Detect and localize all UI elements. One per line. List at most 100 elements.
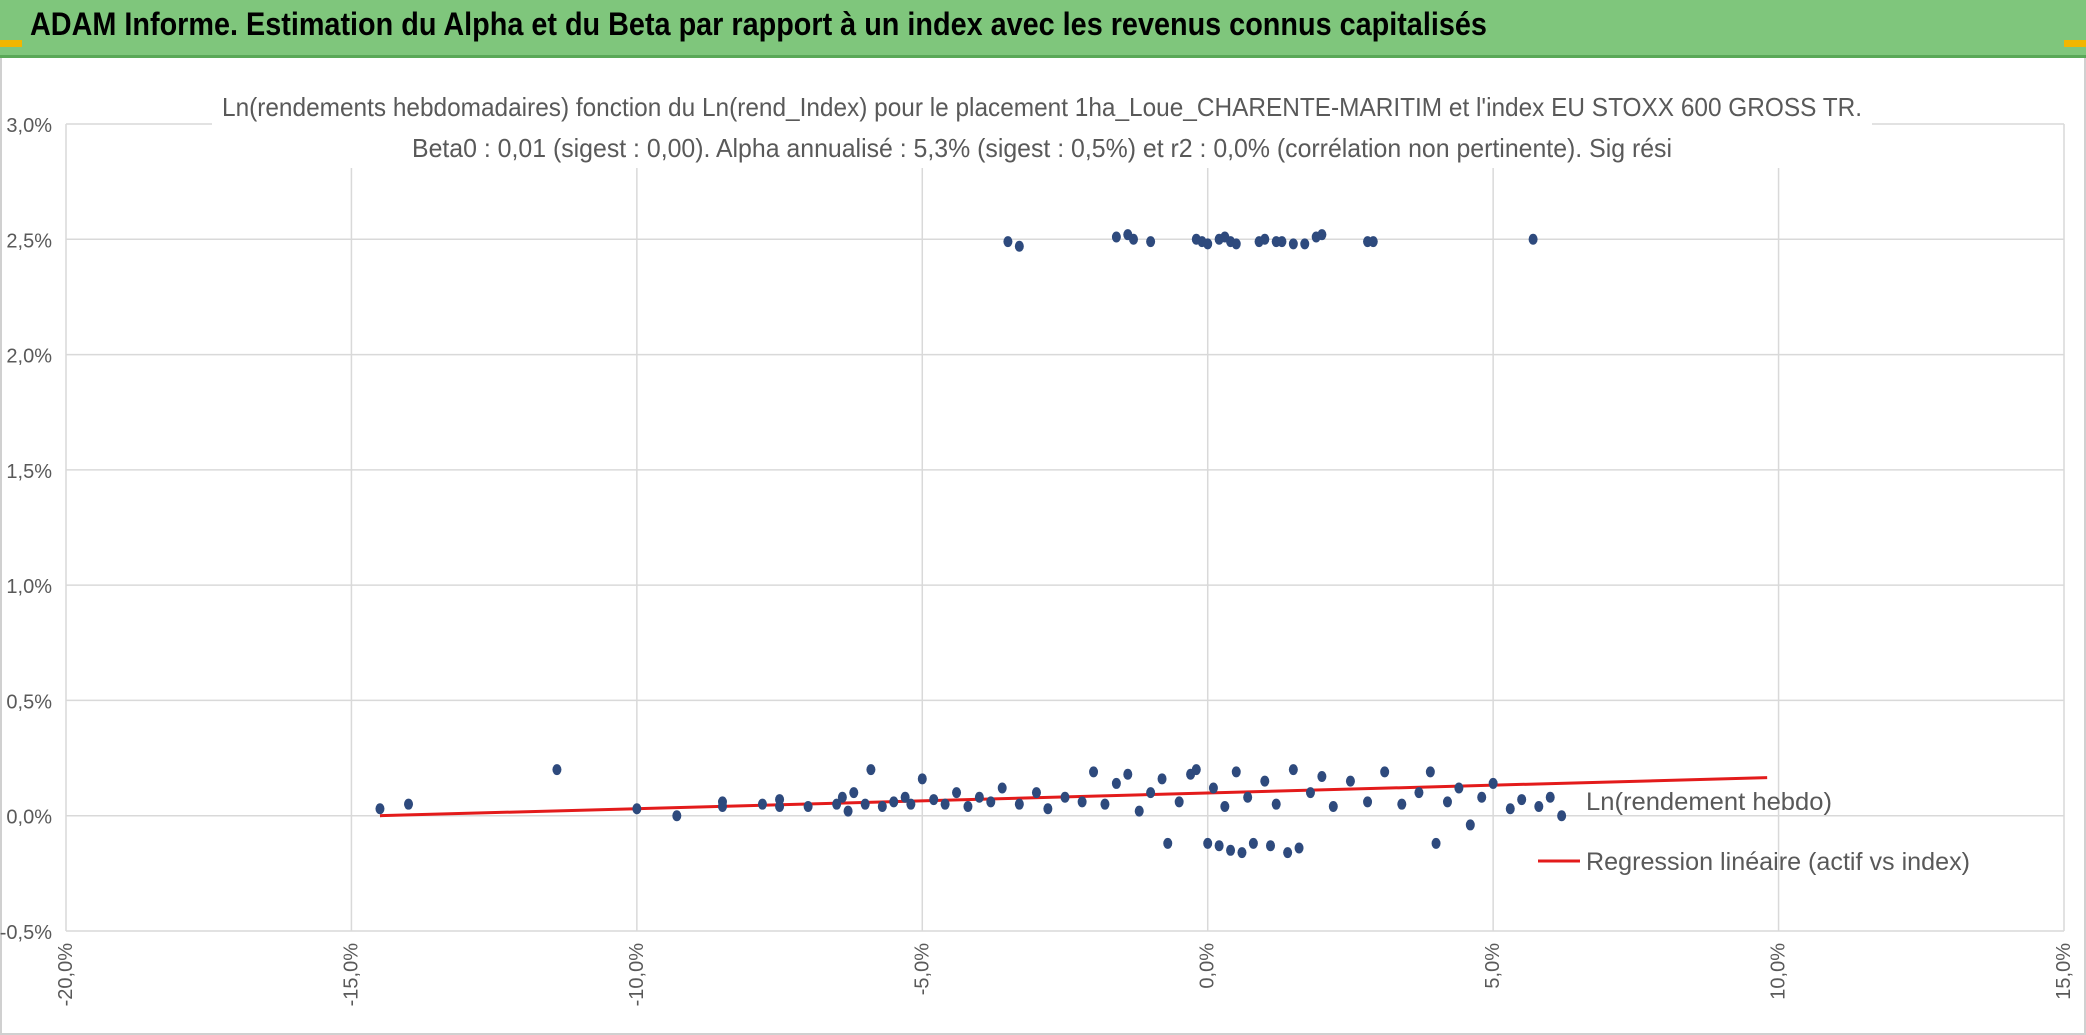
y-tick-label: 2,5% — [6, 230, 52, 252]
data-point — [1260, 233, 1270, 245]
data-point — [1157, 773, 1167, 785]
data-point — [1123, 768, 1133, 780]
data-point — [963, 800, 973, 812]
data-point — [843, 805, 853, 817]
data-point — [1431, 837, 1441, 849]
data-point — [1231, 238, 1241, 250]
data-point — [1243, 791, 1253, 803]
data-point — [717, 800, 727, 812]
x-tick-label: 10,0% — [1768, 943, 1790, 1000]
data-point — [757, 798, 767, 810]
data-point — [1266, 840, 1276, 852]
data-point — [1226, 844, 1236, 856]
x-tick-label: -20,0% — [55, 943, 77, 1007]
data-point — [974, 791, 984, 803]
data-point — [1345, 775, 1355, 787]
data-point — [997, 782, 1007, 794]
data-point — [1031, 787, 1041, 799]
y-axis-tick-labels: -0,5% 0,0% 0,5% 1,0% 1,5% 2,0% 2,5% 3,0% — [0, 115, 52, 944]
data-point — [1208, 782, 1218, 794]
data-point — [1442, 796, 1452, 808]
x-tick-label: 15,0% — [2053, 943, 2075, 1000]
data-point — [1317, 771, 1327, 783]
data-point — [866, 764, 876, 776]
data-point — [1260, 775, 1270, 787]
data-point — [1043, 803, 1053, 815]
data-point — [1203, 238, 1213, 250]
x-tick-label: -5,0% — [911, 943, 933, 995]
x-tick-label: 0,0% — [1197, 943, 1219, 989]
data-point — [1220, 800, 1230, 812]
x-axis-tick-labels: -20,0% -15,0% -10,0% -5,0% 0,0% 5,0% 10,0% 15,0… — [55, 943, 2075, 1007]
data-point — [1300, 238, 1310, 250]
data-point — [1191, 764, 1201, 776]
data-point — [803, 800, 813, 812]
y-tick-label: 3,0% — [6, 115, 52, 137]
y-tick-label: 0,5% — [6, 691, 52, 713]
data-point — [1545, 791, 1555, 803]
data-point — [1454, 782, 1464, 794]
data-point — [940, 798, 950, 810]
data-point — [1397, 798, 1407, 810]
corner-marker-right — [2064, 40, 2086, 47]
data-point — [1380, 766, 1390, 778]
data-point — [877, 800, 887, 812]
chart-subtitle: Beta0 : 0,01 (sigest : 0,00). Alpha annu… — [412, 133, 1672, 163]
data-point — [1477, 791, 1487, 803]
chart-area — [0, 58, 2086, 1035]
data-point — [1528, 233, 1538, 245]
legend-label-regression: Regression linéaire (actif vs index) — [1586, 848, 1970, 876]
data-point — [672, 810, 682, 822]
data-point — [1488, 777, 1498, 789]
data-point — [1465, 819, 1475, 831]
corner-marker-left — [0, 40, 22, 47]
report-title: ADAM Informe. Estimation du Alpha et du … — [30, 6, 1487, 42]
data-point — [1288, 238, 1298, 250]
data-point — [1534, 800, 1544, 812]
data-point — [1146, 236, 1156, 248]
report-header: ADAM Informe. Estimation du Alpha et du … — [0, 0, 2086, 58]
data-point — [1134, 805, 1144, 817]
data-point — [1505, 803, 1515, 815]
y-tick-label: 2,0% — [6, 346, 52, 368]
data-point — [1277, 236, 1287, 248]
grid-layer — [65, 123, 2065, 932]
data-point — [1248, 837, 1258, 849]
data-point — [1214, 840, 1224, 852]
data-point — [1305, 787, 1315, 799]
data-point — [404, 798, 414, 810]
data-point — [1014, 798, 1024, 810]
data-point — [375, 803, 385, 815]
data-point — [986, 796, 996, 808]
data-point — [1271, 798, 1281, 810]
data-point — [832, 798, 842, 810]
x-tick-label: 5,0% — [1482, 943, 1504, 989]
y-tick-label: -0,5% — [0, 922, 52, 944]
data-point — [906, 798, 916, 810]
data-point — [849, 787, 859, 799]
chart-title-background — [212, 84, 1872, 168]
data-point — [1163, 837, 1173, 849]
data-point — [1517, 794, 1527, 806]
y-tick-label: 1,5% — [6, 461, 52, 483]
data-point — [1414, 787, 1424, 799]
data-point — [1077, 796, 1087, 808]
data-point — [1100, 798, 1110, 810]
data-point — [1089, 766, 1099, 778]
x-tick-label: -15,0% — [340, 943, 362, 1007]
data-point — [929, 794, 939, 806]
data-point — [1328, 800, 1338, 812]
data-point — [1237, 847, 1247, 859]
data-point — [1060, 791, 1070, 803]
data-point — [952, 787, 962, 799]
data-point — [1231, 766, 1241, 778]
data-point — [1146, 787, 1156, 799]
data-point — [632, 803, 642, 815]
data-point — [1283, 847, 1293, 859]
regression-line-layer — [379, 776, 1768, 818]
data-point — [1003, 236, 1013, 248]
data-point — [1111, 231, 1121, 243]
legend-label-points: Ln(rendement hebdo) — [1586, 788, 1832, 816]
data-point — [1363, 796, 1373, 808]
